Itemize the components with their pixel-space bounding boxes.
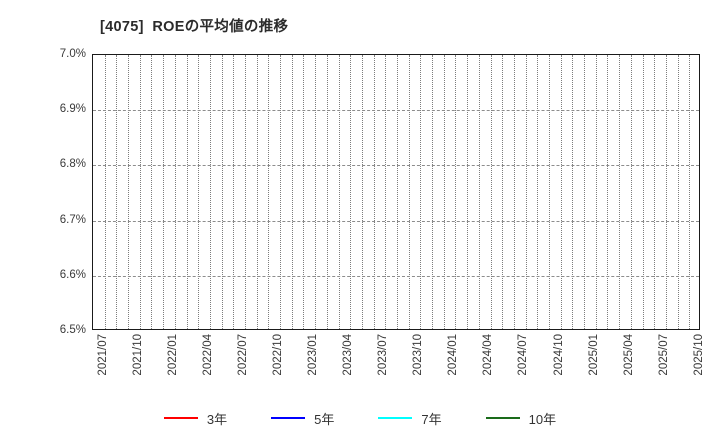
legend-item[interactable]: 5年 [271, 409, 334, 428]
x-axis-tick-label: 2024/01 [447, 334, 460, 376]
legend-line-icon [163, 417, 198, 419]
legend-line-icon [485, 417, 520, 419]
vertical-gridline [537, 55, 539, 329]
vertical-gridline [455, 55, 457, 329]
x-axis-tick-label: 2025/10 [692, 334, 705, 376]
horizontal-gridline [93, 220, 699, 222]
legend-line-icon [271, 417, 306, 419]
vertical-gridline [209, 55, 211, 329]
x-axis-tick-label: 2023/01 [306, 334, 319, 376]
y-axis-tick-label: 6.6% [59, 268, 86, 281]
legend-item[interactable]: 3年 [163, 409, 228, 428]
x-axis-tick-label: 2023/10 [412, 334, 425, 376]
x-axis-tick-label: 2023/04 [342, 334, 355, 376]
vertical-gridline [221, 55, 223, 329]
vertical-gridline [350, 55, 352, 329]
vertical-gridline [361, 55, 363, 329]
legend-label: 10年 [528, 411, 557, 427]
x-axis-tick-label: 2021/10 [131, 334, 144, 376]
x-axis-tick-label: 2024/10 [552, 334, 565, 376]
vertical-gridline [560, 55, 562, 329]
vertical-gridline [595, 55, 597, 329]
y-axis-tick-label: 6.5% [59, 324, 86, 336]
horizontal-gridline [93, 275, 699, 277]
x-axis-tick-label: 2023/07 [377, 334, 390, 376]
vertical-gridline [280, 55, 282, 329]
vertical-gridline [198, 55, 200, 329]
y-axis-tick-label: 6.8% [59, 158, 86, 171]
x-axis-tick-label: 2022/01 [166, 334, 179, 376]
vertical-gridline [420, 55, 422, 329]
vertical-gridline [139, 55, 141, 329]
vertical-gridline [373, 55, 375, 329]
vertical-gridline [467, 55, 469, 329]
x-axis-tick-label: 2025/01 [587, 334, 600, 376]
vertical-gridline [128, 55, 130, 329]
vertical-gridline [630, 55, 632, 329]
vertical-gridline [338, 55, 340, 329]
grid-layer [93, 55, 699, 329]
legend-label: 7年 [421, 411, 442, 427]
vertical-gridline [186, 55, 188, 329]
legend-label: 5年 [314, 411, 335, 427]
x-axis-tick-label: 2021/07 [96, 334, 109, 376]
vertical-gridline [256, 55, 258, 329]
vertical-gridline [654, 55, 656, 329]
x-axis-tick-label: 2022/07 [236, 334, 249, 376]
vertical-gridline [689, 55, 691, 329]
vertical-gridline [163, 55, 165, 329]
vertical-gridline [326, 55, 328, 329]
vertical-gridline [315, 55, 317, 329]
vertical-gridline [174, 55, 176, 329]
vertical-gridline [478, 55, 480, 329]
vertical-gridline [607, 55, 609, 329]
horizontal-gridline [93, 165, 699, 167]
vertical-gridline [291, 55, 293, 329]
vertical-gridline [665, 55, 667, 329]
vertical-gridline [397, 55, 398, 329]
y-axis-tick-label: 7.0% [59, 48, 86, 60]
vertical-gridline [245, 55, 246, 329]
vertical-gridline [572, 55, 574, 329]
x-axis-tick-label: 2022/10 [271, 334, 284, 376]
x-axis-tick-label: 2024/07 [517, 334, 530, 376]
vertical-gridline [303, 55, 305, 329]
vertical-gridline [432, 55, 434, 329]
y-axis: 7.0% 6.9% 6.8% 6.7% 6.6% 6.5% [0, 0, 86, 440]
vertical-gridline [642, 55, 644, 329]
chart-legend: 3年 5年 7年 10年 [0, 406, 720, 430]
vertical-gridline [677, 55, 679, 329]
vertical-gridline [151, 55, 153, 329]
vertical-gridline [233, 55, 235, 329]
plot-area [92, 54, 700, 330]
vertical-gridline [104, 55, 106, 329]
y-axis-tick-label: 6.9% [59, 103, 86, 116]
vertical-gridline [513, 55, 515, 329]
y-axis-tick-label: 6.7% [59, 213, 86, 226]
horizontal-gridline [93, 110, 699, 112]
vertical-gridline [502, 55, 504, 329]
legend-item[interactable]: 7年 [378, 409, 442, 428]
vertical-gridline [584, 55, 586, 329]
x-axis-tick-label: 2022/04 [201, 334, 214, 376]
legend-line-icon [378, 417, 413, 419]
vertical-gridline [490, 55, 492, 329]
legend-label: 3年 [206, 411, 228, 427]
vertical-gridline [268, 55, 270, 329]
legend-item[interactable]: 10年 [485, 409, 557, 428]
vertical-gridline [619, 55, 621, 329]
x-axis-tick-label: 2024/04 [482, 334, 495, 376]
vertical-gridline [525, 55, 527, 329]
vertical-gridline [549, 55, 550, 329]
x-axis-tick-label: 2025/04 [622, 334, 635, 376]
vertical-gridline [443, 55, 445, 329]
vertical-gridline [408, 55, 410, 329]
chart-title: [4075] ROEの平均値の推移 [100, 19, 289, 35]
x-axis-tick-label: 2025/07 [657, 334, 670, 376]
vertical-gridline [116, 55, 118, 329]
vertical-gridline [385, 55, 387, 329]
